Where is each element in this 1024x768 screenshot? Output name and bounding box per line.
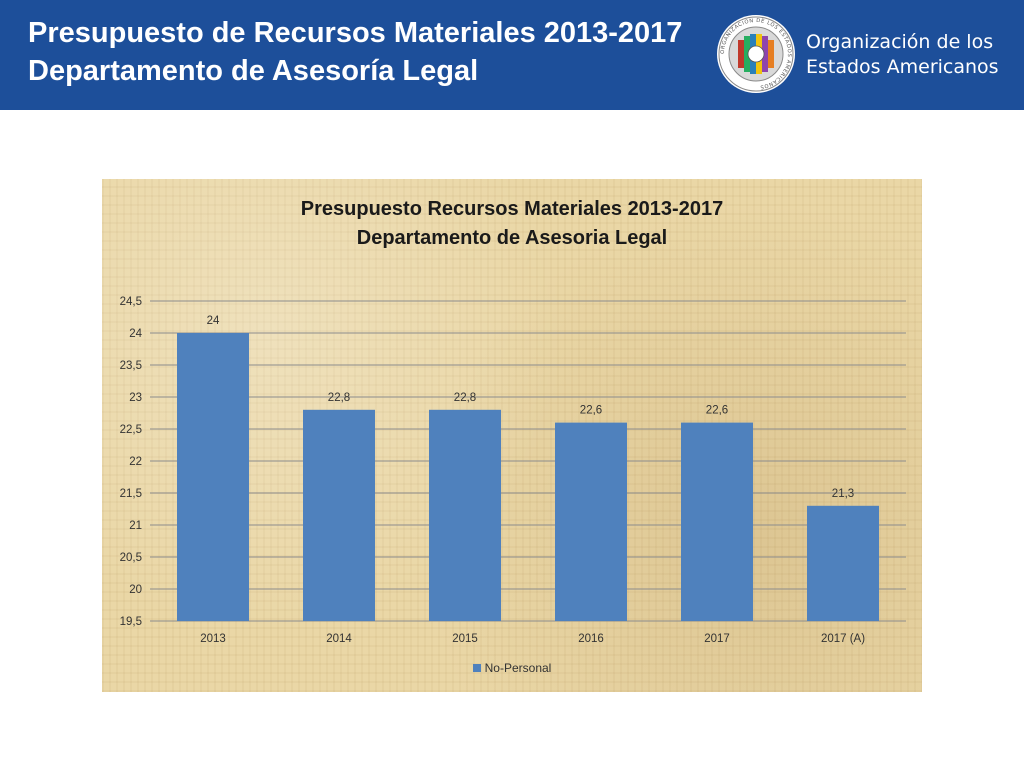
y-tick-label: 23 — [129, 392, 142, 404]
slide-title-line1: Presupuesto de Recursos Materiales 2013-… — [28, 17, 683, 49]
bar — [177, 333, 249, 621]
y-tick-label: 20,5 — [120, 552, 142, 564]
bar — [555, 422, 627, 621]
data-label: 24 — [207, 315, 220, 327]
y-tick-label: 21 — [129, 520, 142, 532]
y-tick-label: 24,5 — [120, 296, 142, 308]
bar — [429, 409, 501, 621]
chart-title-line1: Presupuesto Recursos Materiales 2013-201… — [300, 198, 724, 220]
y-tick-label: 20 — [129, 584, 142, 596]
slide-title-line2: Departamento de Asesoría Legal — [28, 55, 479, 87]
x-tick-label: 2013 — [200, 633, 226, 645]
x-tick-label: 2017 — [704, 633, 730, 645]
bar — [303, 409, 375, 621]
y-tick-label: 23,5 — [120, 360, 142, 372]
legend-swatch — [472, 664, 481, 672]
y-tick-label: 22,5 — [120, 424, 142, 436]
chart-panel: Presupuesto Recursos Materiales 2013-201… — [102, 179, 922, 692]
y-tick-label: 22 — [129, 456, 142, 468]
y-tick-label: 19,5 — [120, 616, 142, 628]
bar — [681, 422, 753, 621]
header-banner: Presupuesto de Recursos Materiales 2013-… — [0, 0, 1024, 110]
legend: No-Personal — [102, 661, 922, 675]
data-label: 22,6 — [706, 405, 728, 417]
org-name-line1: Organización de los — [806, 31, 994, 53]
org-name: Organización de los Estados Americanos — [806, 30, 999, 80]
org-name-line2: Estados Americanos — [806, 56, 999, 78]
slide-title: Presupuesto de Recursos Materiales 2013-… — [28, 14, 682, 90]
bar-chart: 19,5 20 20,5 21 21,5 22 22,5 23 23,5 24 24,5 24 2013… — [120, 296, 906, 645]
legend-label: No-Personal — [484, 661, 552, 675]
y-tick-label: 21,5 — [120, 488, 142, 500]
data-label: 22,6 — [580, 405, 602, 417]
oas-seal-logo: ORGANIZACION DE LOS ESTADOS AMERICANOS — [717, 15, 795, 93]
chart-title-line2: Departamento de Asesoria Legal — [356, 227, 668, 249]
data-label: 21,3 — [832, 488, 854, 500]
data-label: 22,8 — [454, 392, 476, 404]
x-tick-label: 2015 — [452, 633, 478, 645]
chart-title: Presupuesto Recursos Materiales 2013-201… — [102, 195, 922, 253]
x-tick-label: 2016 — [578, 633, 604, 645]
x-tick-label: 2014 — [326, 633, 352, 645]
x-tick-label: 2017 (A) — [821, 633, 865, 645]
bar — [807, 505, 879, 621]
data-label: 22,8 — [328, 392, 350, 404]
y-tick-label: 24 — [129, 328, 142, 340]
